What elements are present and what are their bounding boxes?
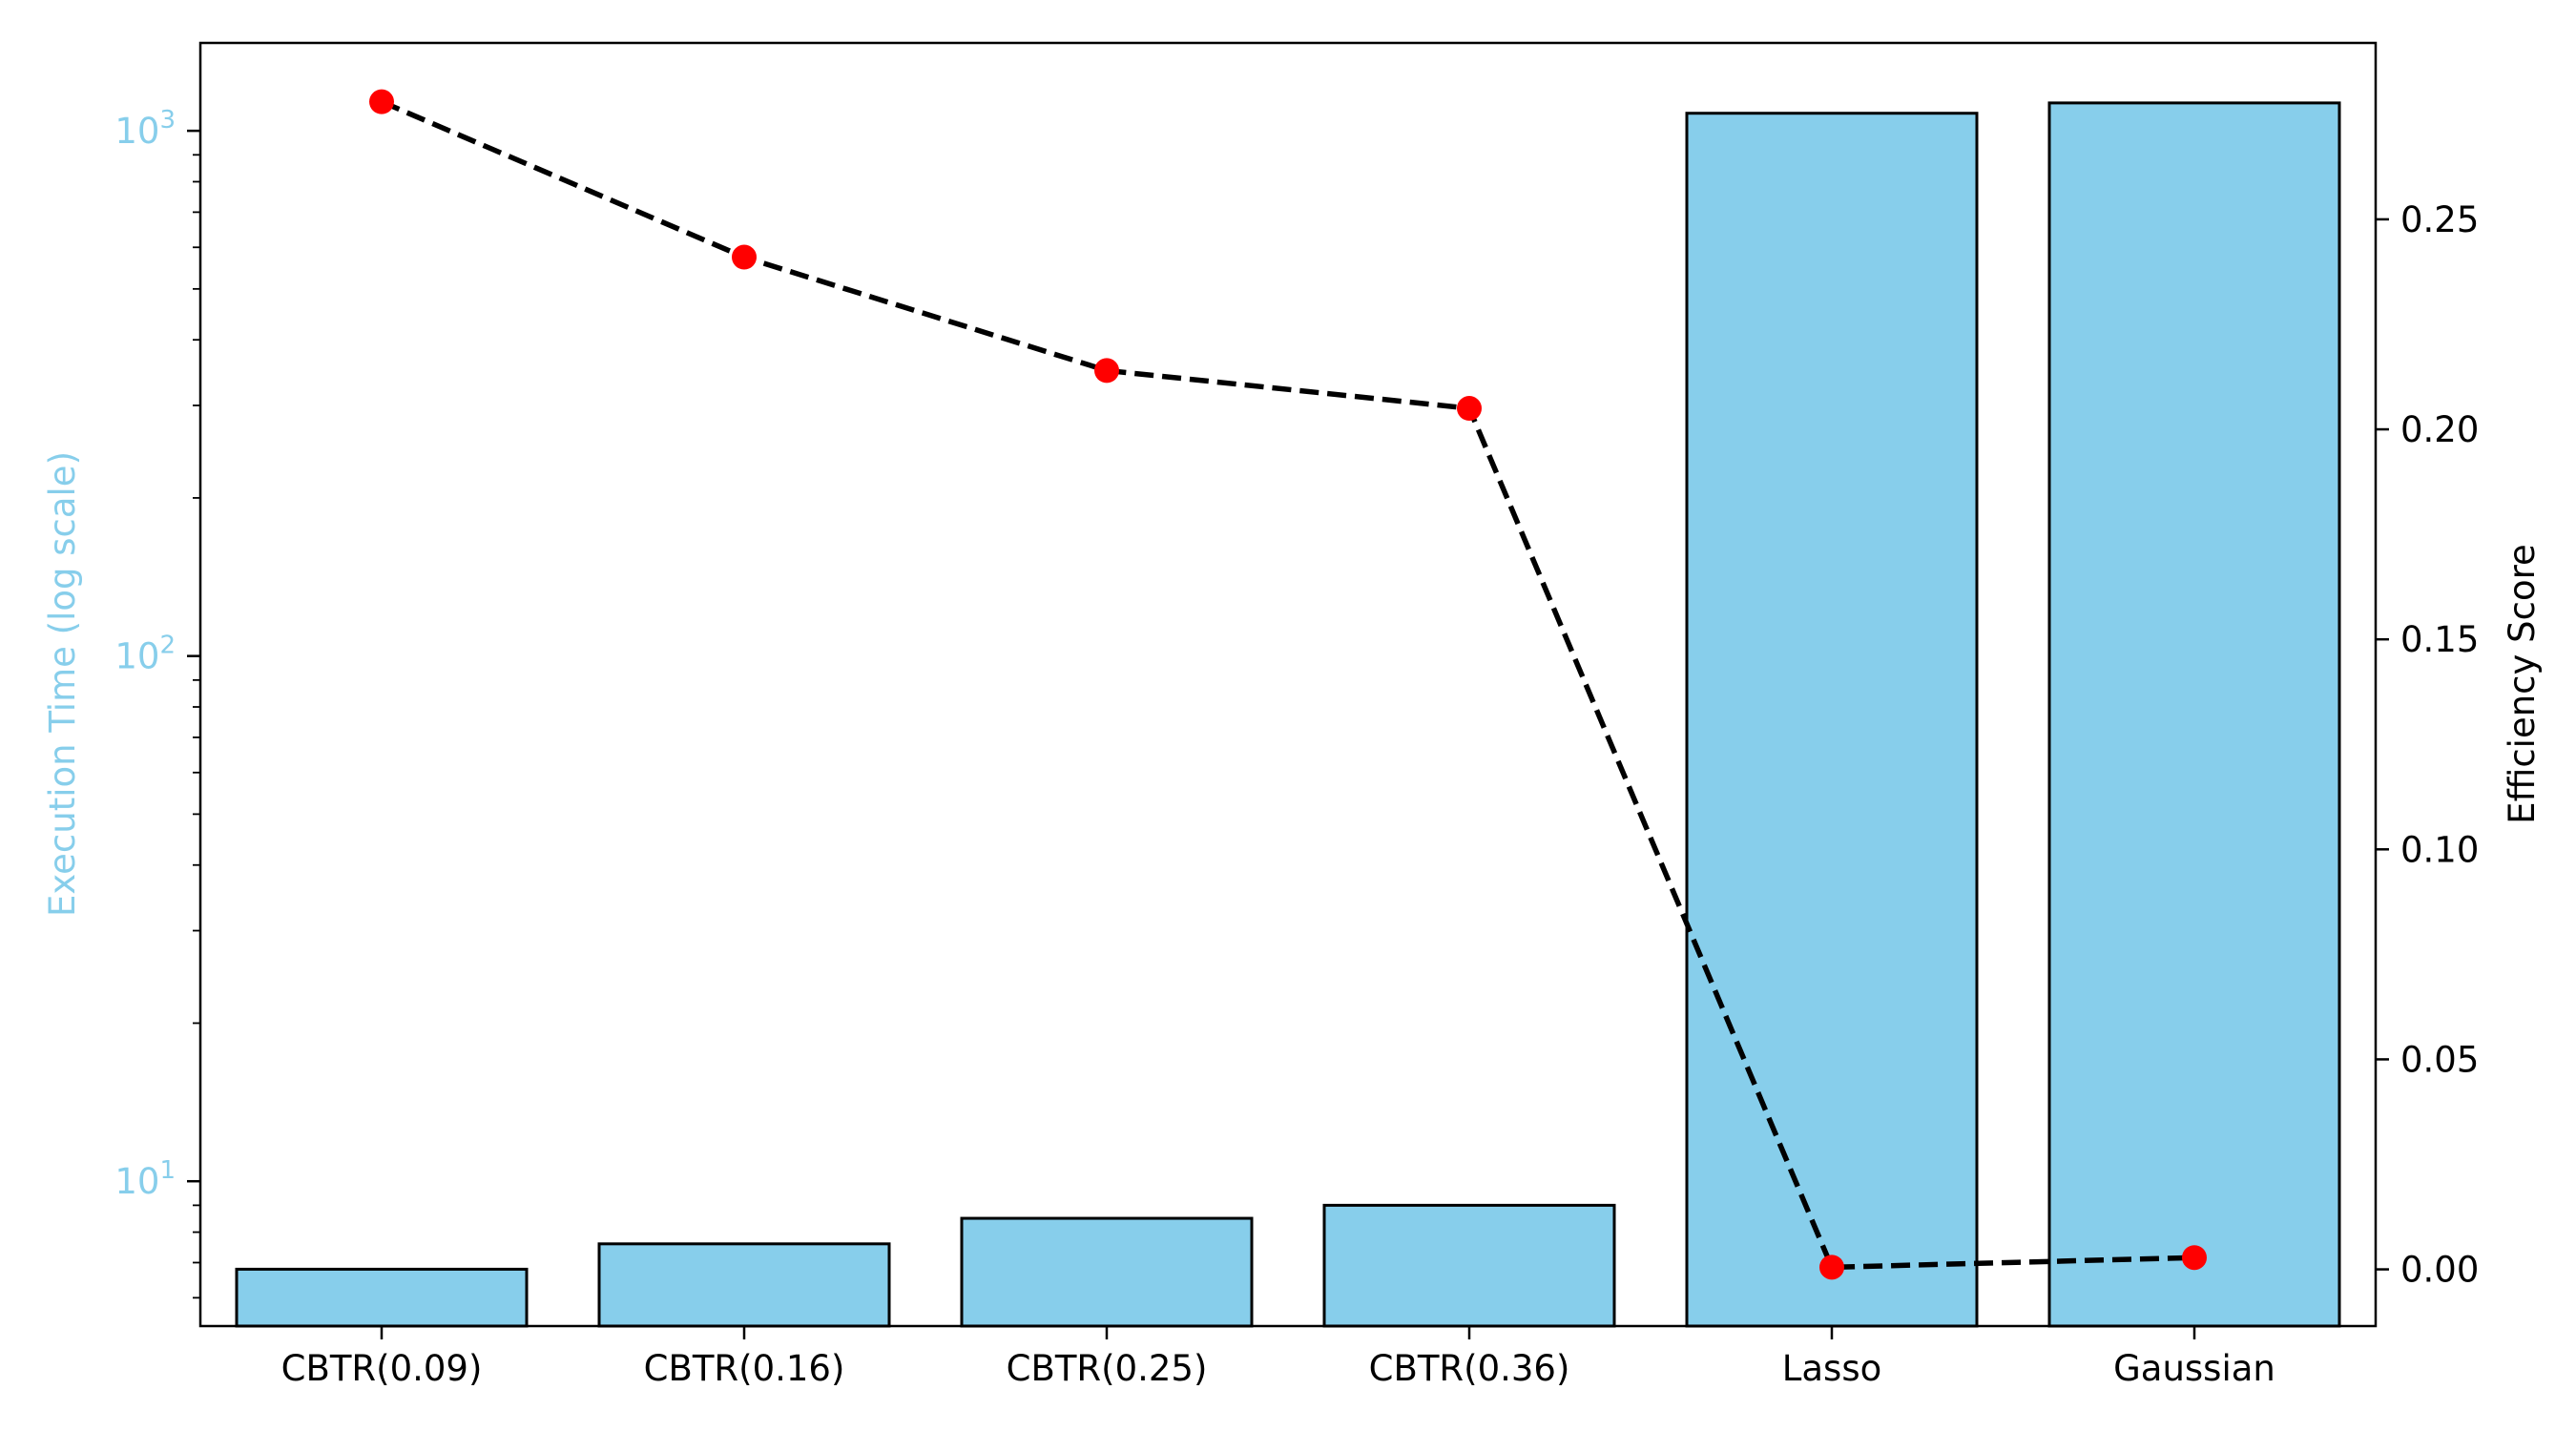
plot-frame — [198, 41, 2378, 1328]
efficiency-line — [380, 99, 2195, 1271]
left-tick-exp-0: 1 — [159, 1156, 176, 1185]
left-tick-exp-1: 2 — [159, 632, 176, 660]
efficiency-point-3 — [1457, 396, 1482, 422]
x-tick-label-3: CBTR(0.36) — [1369, 1348, 1570, 1389]
right-tick-label-2: 0.10 — [2400, 829, 2479, 870]
efficiency-point-4 — [1819, 1255, 1844, 1280]
right-tick-label-1: 0.05 — [2400, 1039, 2479, 1080]
x-tick-label-2: CBTR(0.25) — [1007, 1348, 1208, 1389]
left-tick-base-0: 10 — [114, 1161, 159, 1202]
efficiency-line-group — [369, 89, 2207, 1280]
right-tick-label-0: 0.00 — [2400, 1250, 2479, 1291]
bars-group — [235, 101, 2341, 1328]
x-tick-label-0: CBTR(0.09) — [281, 1348, 483, 1389]
x-axis: CBTR(0.09) CBTR(0.16) CBTR(0.25) CBTR(0.36)… — [281, 1326, 2275, 1389]
left-tick-label-1: 102 — [114, 632, 176, 677]
efficiency-point-0 — [369, 89, 394, 114]
bar-1 — [597, 1242, 891, 1328]
left-tick-base-2: 10 — [114, 111, 159, 152]
bar-4 — [1685, 112, 1979, 1328]
bar-3 — [1322, 1203, 1616, 1328]
x-tick-label-5: Gaussian — [2113, 1348, 2275, 1389]
left-tick-exp-2: 3 — [159, 106, 176, 135]
left-axis-label: Execution Time (log scale) — [42, 451, 83, 917]
right-axis-label: Efficiency Score — [2502, 544, 2543, 824]
left-tick-base-1: 10 — [114, 636, 159, 677]
left-tick-label-2: 103 — [114, 106, 176, 152]
efficiency-point-1 — [732, 244, 757, 270]
right-tick-label-3: 0.15 — [2400, 619, 2479, 660]
efficiency-point-2 — [1094, 358, 1119, 384]
right-tick-label-5: 0.25 — [2400, 199, 2479, 240]
right-axis: 0.00 0.05 0.10 0.15 0.20 0.25 — [2376, 199, 2479, 1291]
x-tick-label-1: CBTR(0.16) — [644, 1348, 845, 1389]
bar-0 — [235, 1267, 529, 1328]
right-tick-label-4: 0.20 — [2400, 409, 2479, 450]
x-tick-label-4: Lasso — [1782, 1348, 1881, 1389]
bar-2 — [960, 1216, 1254, 1328]
bar-5 — [2047, 101, 2341, 1328]
efficiency-point-5 — [2182, 1245, 2207, 1271]
left-tick-label-0: 101 — [114, 1156, 176, 1202]
